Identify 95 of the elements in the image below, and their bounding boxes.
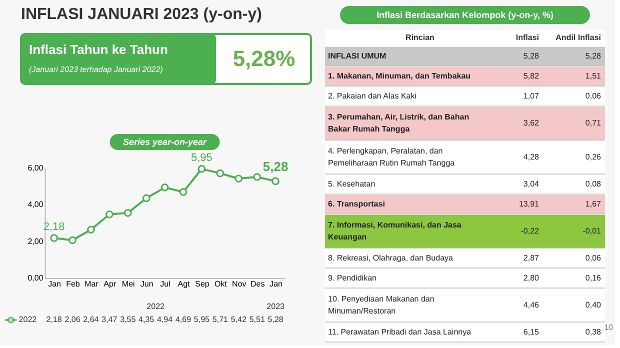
text: 2. Pakaian dan Alas Kaki — [328, 92, 417, 100]
x-tick-label: Mar — [84, 280, 99, 288]
x-tick-label: Sep — [195, 280, 210, 288]
data-label: 4,35 — [138, 315, 155, 324]
text: 5,82 — [523, 72, 540, 80]
point — [253, 173, 262, 181]
text: 2,80 — [523, 274, 540, 282]
text: 9. Pendidikan — [328, 274, 376, 282]
text: Inflasi Tahun ke Tahun — [29, 42, 168, 57]
data-label: 3,55 — [120, 315, 136, 324]
text: INFLASI UMUM — [328, 52, 387, 60]
data-label: 5,71 — [212, 315, 229, 324]
text: 4,28 — [523, 152, 540, 162]
data-label: 4,94 — [157, 315, 174, 324]
text: 8. Rekreasi, Olahraga, dan Budaya — [328, 254, 454, 262]
point — [179, 188, 188, 196]
data-label: 2,18 — [46, 315, 62, 324]
text: 10 — [604, 323, 614, 332]
text: 4,46 — [523, 300, 540, 310]
text: Andil Inflasi — [556, 33, 601, 42]
x-tick-label: Apr — [104, 280, 116, 288]
text: 0,06 — [585, 92, 602, 100]
data-label: 2,64 — [83, 315, 100, 324]
text: 5,28% — [232, 46, 296, 71]
x-tick-label: Okt — [214, 280, 228, 288]
text: INFLASI JANUARI 2023 (y-on-y) — [21, 6, 262, 23]
data-label: 5,51 — [249, 315, 266, 324]
text: 5,28 — [523, 52, 540, 60]
point — [142, 194, 150, 202]
point — [198, 165, 206, 173]
x-tick-label: Feb — [66, 280, 80, 288]
legend-label: 2022 — [18, 315, 38, 324]
text: 7. Informasi, Komunikasi, dan Jasa Keuangan — [328, 220, 462, 242]
annotation: 2,18 — [43, 221, 65, 234]
x-tick-label: Des — [250, 280, 265, 288]
text: 0,08 — [585, 180, 602, 188]
text: 3,62 — [523, 118, 540, 128]
chart-title: Series year-on-year — [123, 137, 208, 147]
point — [234, 174, 243, 183]
data-label: 2,06 — [64, 315, 81, 324]
text: 2023 — [266, 302, 286, 311]
text: 11. Perawatan Pribadi dan Jasa Lainnya — [328, 328, 472, 336]
text: 0,40 — [585, 300, 602, 310]
text: (Januari 2023 terhadap Januari 2022) — [29, 65, 164, 74]
data-label: 5,28 — [268, 315, 284, 324]
text: 6,15 — [523, 328, 540, 336]
point — [87, 226, 95, 234]
point — [124, 209, 132, 217]
text: 2,87 — [523, 254, 540, 262]
text: -0,22 — [520, 226, 540, 236]
point — [160, 184, 169, 192]
point — [272, 177, 280, 186]
data-label: 3,47 — [102, 315, 118, 324]
text: 0,38 — [585, 328, 602, 336]
text: 1,51 — [585, 72, 602, 80]
data-label: 5,95 — [194, 315, 210, 324]
text: 0,06 — [585, 254, 602, 262]
x-tick-label: Agt — [178, 280, 191, 288]
text: 13,91 — [518, 200, 540, 208]
x-tick-label: Mei — [122, 280, 136, 288]
x-tick-label: Jun — [140, 280, 154, 288]
y-tick-label: 2,00 — [28, 236, 44, 246]
text: 4. Perlengkapan, Peralatan, dan Pemeliharaan Rutin Rumah Tangga — [328, 146, 456, 168]
data-label: 4,69 — [175, 315, 192, 324]
annotation: 5,95 — [191, 152, 212, 164]
point — [50, 234, 58, 242]
text: 5. Kesehatan — [328, 180, 376, 188]
annotation: 5,28 — [262, 159, 288, 174]
x-tick-label: Jul — [160, 280, 171, 288]
point — [68, 236, 76, 244]
point — [216, 169, 224, 178]
text: -0,01 — [582, 226, 602, 236]
text: 1. Makanan, Minuman, dan Tembakau — [328, 72, 471, 80]
text: 10. Penyediaan Makanan dan Minuman/Restoran — [328, 294, 434, 316]
text: 3. Perumahan, Air, Listrik, dan Bahan Bakar Rumah Tangga — [328, 112, 470, 134]
text: Rincian — [406, 33, 435, 42]
x-tick-label: Jan — [48, 280, 61, 288]
data-label: 5,42 — [230, 315, 247, 324]
text: 5,28 — [585, 52, 602, 60]
point — [105, 210, 114, 218]
text: 3,04 — [523, 180, 540, 188]
text: 0,16 — [585, 274, 602, 282]
y-tick-label: 0,00 — [28, 274, 44, 282]
text: 2022 — [146, 302, 166, 311]
text: 1,67 — [585, 200, 602, 208]
text: 1,07 — [523, 92, 540, 100]
y-tick-label: 6,00 — [28, 164, 44, 172]
text: Inflasi — [516, 33, 539, 42]
text: Inflasi Berdasarkan Kelompok (y-on-y, %) — [376, 10, 554, 20]
text: 6. Transportasi — [328, 200, 385, 208]
y-tick-label: 4,00 — [28, 200, 44, 210]
text: 0,26 — [585, 152, 602, 162]
x-tick-label: Nov — [232, 280, 246, 288]
text: 0,71 — [585, 118, 602, 128]
x-tick-label: Jan — [270, 280, 283, 288]
